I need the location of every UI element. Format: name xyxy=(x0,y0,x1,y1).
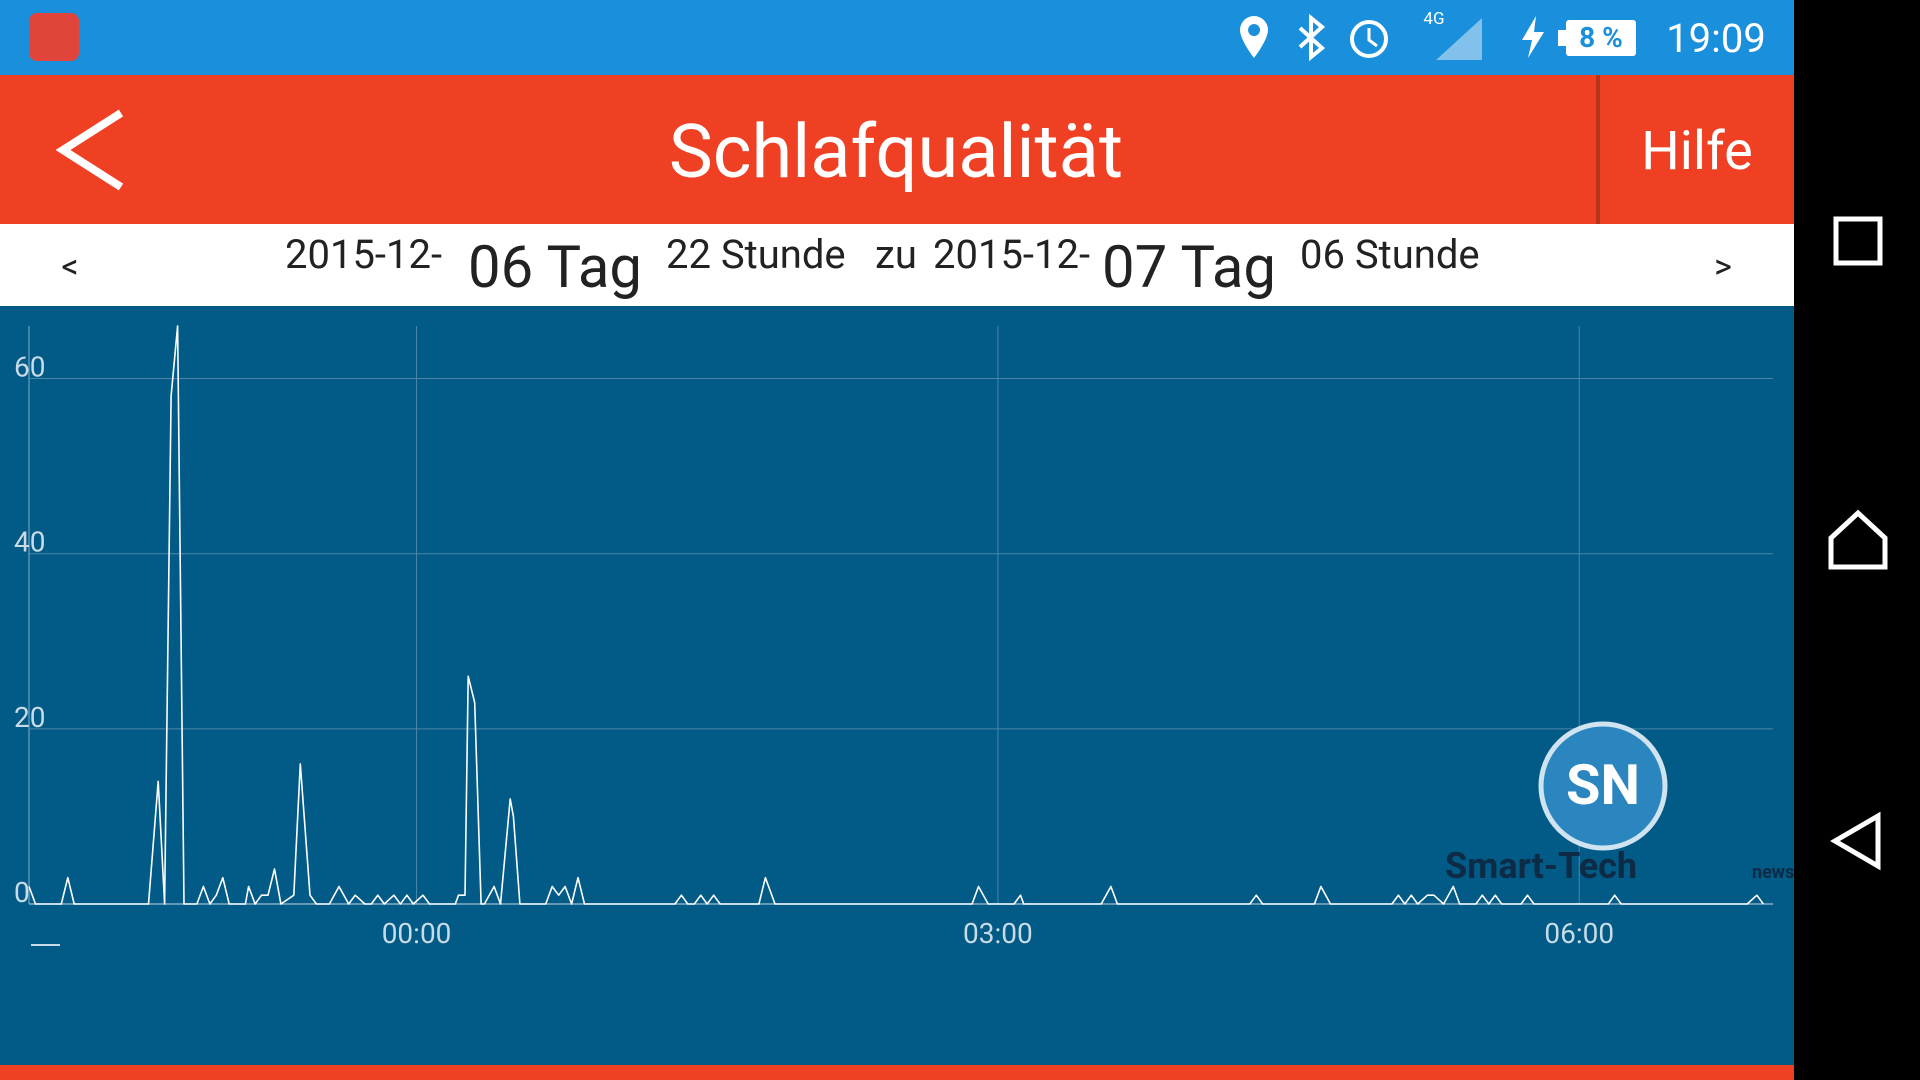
battery-tip xyxy=(1558,30,1566,46)
next-button[interactable]: > xyxy=(1714,247,1732,287)
signal-icon xyxy=(1436,18,1482,60)
location-icon xyxy=(1240,16,1268,58)
start-date: 2015-12- xyxy=(285,231,442,278)
end-hour: 06 Stunde xyxy=(1300,231,1480,278)
y-tick-label: 0 xyxy=(14,876,30,909)
x-tick-label: 00:00 xyxy=(382,917,452,950)
alarm-icon xyxy=(1350,20,1388,58)
recents-button[interactable] xyxy=(1833,216,1883,266)
network-type: 4G xyxy=(1423,9,1444,29)
end-day: 07 Tag xyxy=(1102,234,1276,302)
data-line xyxy=(28,325,1764,905)
nav-bar xyxy=(1794,0,1920,1080)
clock: 19:09 xyxy=(1666,15,1766,62)
start-day: 06 Tag xyxy=(468,234,642,302)
y-tick-label: 60 xyxy=(14,351,45,384)
watermark-logo-text: SN xyxy=(1566,752,1640,818)
chart: 0 20 40 60 00:00 03:00 06:00 xyxy=(14,325,1773,950)
app-bar xyxy=(0,75,1794,224)
back-nav-button[interactable] xyxy=(1830,811,1881,871)
start-hour: 22 Stunde xyxy=(666,231,846,278)
prev-button[interactable]: < xyxy=(61,247,78,287)
home-button[interactable] xyxy=(1828,509,1888,570)
x-tick-label: 06:00 xyxy=(1544,917,1614,950)
header-divider xyxy=(1596,75,1600,224)
date-bar xyxy=(0,224,1794,306)
alarm-hands xyxy=(1367,28,1378,48)
bottom-strip xyxy=(0,1065,1794,1080)
battery-level: 8 % xyxy=(1579,21,1623,54)
back-button[interactable] xyxy=(55,109,124,191)
y-tick-label: 20 xyxy=(14,701,45,734)
x-tick-label: 03:00 xyxy=(963,917,1033,950)
watermark-suffix: news xyxy=(1752,862,1794,883)
app-icon xyxy=(29,13,79,61)
y-tick-label: 40 xyxy=(14,526,45,559)
status-bar xyxy=(0,0,1794,75)
help-button[interactable]: Hilfe xyxy=(1641,120,1753,183)
end-date: 2015-12- xyxy=(933,231,1090,278)
chart-background xyxy=(0,306,1794,1065)
watermark-brand: Smart-Tech xyxy=(1445,845,1637,887)
watermark-logo xyxy=(1538,721,1668,851)
page-title: Schlafqualität xyxy=(669,109,1123,196)
bluetooth-icon xyxy=(1298,13,1326,62)
charging-icon xyxy=(1522,16,1544,58)
battery-icon xyxy=(1566,20,1636,56)
connector: zu xyxy=(875,231,917,278)
